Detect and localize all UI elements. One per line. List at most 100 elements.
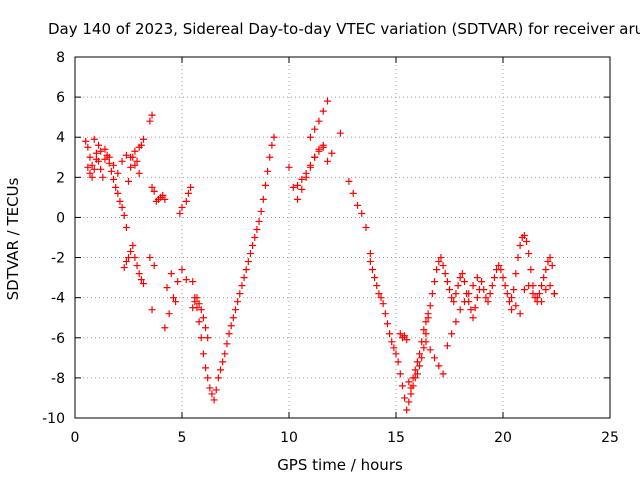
data-point <box>135 270 143 278</box>
x-tick-label: 5 <box>178 430 187 446</box>
data-point <box>294 181 302 189</box>
data-point <box>377 294 385 302</box>
data-point <box>178 203 186 211</box>
data-point <box>88 161 96 169</box>
data-point <box>452 290 460 298</box>
data-point <box>189 278 197 286</box>
data-point <box>422 330 430 338</box>
data-point <box>204 334 212 342</box>
y-tick-label: -2 <box>51 251 65 267</box>
data-point <box>490 274 498 282</box>
data-point <box>116 197 124 205</box>
data-point <box>488 282 496 290</box>
data-point <box>302 169 310 177</box>
data-point <box>110 161 118 169</box>
data-point <box>182 197 190 205</box>
data-point <box>514 254 522 262</box>
data-point <box>118 203 126 211</box>
data-point <box>435 362 443 370</box>
data-point <box>319 143 327 151</box>
data-point <box>289 183 297 191</box>
data-point <box>261 181 269 189</box>
data-point <box>105 153 113 161</box>
data-point <box>394 358 402 366</box>
data-point <box>460 298 468 306</box>
data-point <box>206 384 214 392</box>
data-point <box>270 133 278 141</box>
data-point <box>319 107 327 115</box>
data-point <box>407 390 415 398</box>
data-point <box>227 322 235 330</box>
data-point <box>90 135 98 143</box>
data-point <box>454 282 462 290</box>
data-point <box>535 290 543 298</box>
data-point <box>99 173 107 181</box>
data-point <box>435 258 443 266</box>
data-point <box>390 344 398 352</box>
data-point <box>353 201 361 209</box>
data-point <box>114 189 122 197</box>
data-point <box>120 211 128 219</box>
data-point <box>416 362 424 370</box>
data-point <box>358 209 366 217</box>
data-point <box>458 270 466 278</box>
data-point <box>266 153 274 161</box>
data-point <box>86 153 94 161</box>
data-point <box>473 274 481 282</box>
x-tick-label: 25 <box>601 430 619 446</box>
data-point <box>122 258 130 266</box>
data-point <box>165 310 173 318</box>
data-point <box>133 157 141 165</box>
data-point <box>512 302 520 310</box>
x-tick-label: 15 <box>387 430 405 446</box>
data-point <box>146 254 154 262</box>
data-point <box>178 266 186 274</box>
data-point <box>503 290 511 298</box>
data-point <box>448 330 456 338</box>
data-point <box>105 159 113 167</box>
data-point <box>428 290 436 298</box>
data-point <box>512 270 520 278</box>
data-point <box>199 350 207 358</box>
data-point <box>480 286 488 294</box>
data-point <box>422 338 430 346</box>
data-point <box>336 129 344 137</box>
data-point <box>298 175 306 183</box>
data-point <box>550 290 558 298</box>
data-point <box>127 248 135 256</box>
data-point <box>501 282 509 290</box>
data-point <box>236 290 244 298</box>
data-point <box>383 320 391 328</box>
data-point <box>413 358 421 366</box>
data-point <box>467 306 475 314</box>
data-point <box>191 298 199 306</box>
y-tick-label: -4 <box>51 291 65 307</box>
data-point <box>311 125 319 133</box>
data-point <box>448 294 456 302</box>
data-point <box>373 282 381 290</box>
data-point <box>405 398 413 406</box>
data-point <box>315 117 323 125</box>
data-point <box>86 169 94 177</box>
data-point <box>456 274 464 282</box>
data-point <box>146 117 154 125</box>
data-point <box>441 270 449 278</box>
data-point <box>306 161 314 169</box>
data-point <box>208 390 216 398</box>
data-point <box>167 270 175 278</box>
data-point <box>131 254 139 262</box>
data-point <box>92 149 100 157</box>
data-point <box>508 294 516 302</box>
data-point <box>516 310 524 318</box>
data-point <box>381 310 389 318</box>
data-point <box>122 223 130 231</box>
data-point <box>161 324 169 332</box>
data-point <box>240 274 248 282</box>
data-point <box>324 157 332 165</box>
data-point <box>148 111 156 119</box>
data-point <box>508 306 516 314</box>
data-point <box>482 294 490 302</box>
data-point <box>221 350 229 358</box>
data-point <box>161 195 169 203</box>
data-point <box>150 262 158 270</box>
